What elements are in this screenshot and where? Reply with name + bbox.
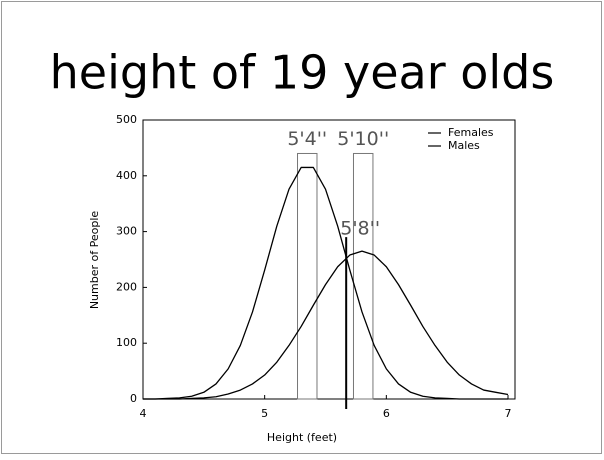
x-tick-label: 4 (140, 407, 147, 420)
marker-label: 5'8'' (340, 218, 380, 240)
slide-frame (1, 1, 602, 454)
highlight-label: 5'4'' (287, 128, 327, 150)
x-tick-label: 7 (505, 407, 512, 420)
highlight-label: 5'10'' (337, 128, 389, 150)
highlight-band (297, 152, 318, 400)
y-tick-label: 100 (116, 336, 137, 349)
plot-frame (142, 119, 516, 400)
x-tick-label: 5 (261, 407, 268, 420)
x-axis-label: Height (feet) (267, 431, 337, 444)
y-tick-label: 300 (116, 225, 137, 238)
y-tick-label: 400 (116, 169, 137, 182)
series-line (143, 250, 509, 400)
legend-label: Males (448, 139, 480, 152)
x-tick-label: 6 (383, 407, 390, 420)
y-tick-label: 200 (116, 280, 137, 293)
highlight-band (352, 152, 374, 400)
y-tick-label: 500 (116, 113, 137, 126)
series-line (143, 166, 508, 400)
legend-label: Females (448, 126, 494, 139)
chart-title: height of 19 year olds (50, 46, 555, 100)
y-axis-label: Number of People (88, 211, 101, 310)
y-tick-label: 0 (130, 392, 137, 405)
